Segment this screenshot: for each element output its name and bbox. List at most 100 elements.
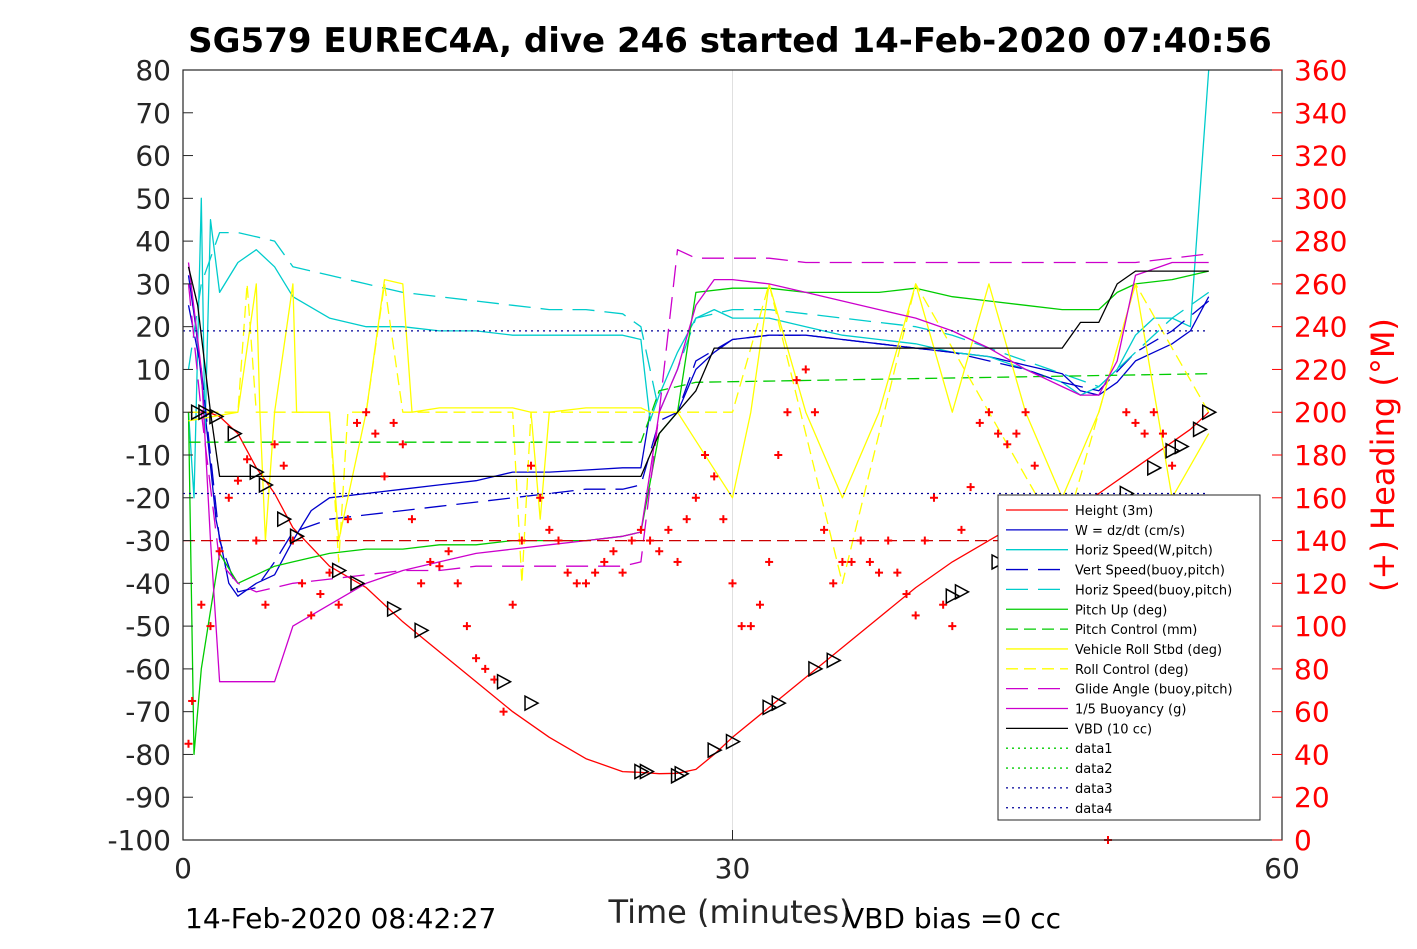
legend-item-vbd-10-cc: VBD (10 cc)	[1006, 722, 1152, 737]
heading-point	[600, 557, 609, 566]
legend-label: Horiz Speed(W,pitch)	[1075, 544, 1213, 559]
heading-point	[472, 654, 481, 663]
series-line-1-5-buoyancy-g	[187, 261, 1209, 683]
right-tick-label: 300	[1294, 182, 1347, 215]
depth-marker	[249, 463, 265, 481]
right-tick-label: 360	[1294, 54, 1347, 87]
series-line-pitch-up-deg	[187, 270, 1209, 756]
heading-point	[252, 536, 261, 545]
right-tick-label: 80	[1294, 653, 1330, 686]
legend-item-vehicle-roll-stbd-deg: Vehicle Roll Stbd (deg)	[1006, 643, 1222, 658]
left-tick-label: -90	[125, 781, 171, 814]
left-tick-label: -70	[125, 696, 171, 729]
depth-marker	[289, 528, 306, 545]
heading-point	[545, 525, 554, 534]
heading-point	[618, 568, 627, 577]
heading-point	[710, 472, 719, 481]
heading-point	[298, 579, 307, 588]
heading-point	[820, 525, 829, 534]
heading-point	[215, 547, 224, 556]
depth-marker	[386, 600, 403, 618]
heading-point	[435, 562, 444, 571]
heading-point	[1003, 440, 1012, 449]
legend-label: VBD (10 cc)	[1075, 722, 1152, 737]
heading-point	[517, 536, 526, 545]
depth-marker	[762, 699, 778, 716]
heading-point	[966, 483, 975, 492]
heading-point	[691, 493, 700, 502]
heading-point	[279, 461, 288, 470]
legend-label: data2	[1075, 762, 1113, 777]
heading-point	[380, 472, 389, 481]
depth-marker	[209, 408, 225, 425]
left-tick-label: 10	[135, 353, 171, 386]
legend-item-glide-angle-buoy-pitch: Glide Angle (buoy,pitch)	[1006, 683, 1233, 698]
series-line-vert-speed-buoy-pitch	[187, 300, 1210, 593]
depth-marker	[198, 403, 214, 421]
heading-point	[307, 611, 316, 620]
legend-item-vert-speed-buoy-pitch: Vert Speed(buoy,pitch)	[1006, 564, 1225, 579]
heading-point	[362, 408, 371, 417]
legend-label: Horiz Speed(buoy,pitch)	[1075, 583, 1232, 598]
depth-marker	[634, 763, 650, 780]
series-line-glide-angle-buoy-pitch	[187, 249, 1209, 593]
heading-point	[481, 664, 490, 673]
legend-item-data4: data4	[1006, 802, 1113, 817]
heading-point	[911, 611, 920, 620]
right-tick-label: 120	[1294, 567, 1347, 600]
depth-marker	[1192, 421, 1209, 438]
heading-point	[444, 547, 453, 556]
heading-point	[755, 600, 764, 609]
heading-point	[499, 707, 508, 716]
legend-item-data1: data1	[1006, 742, 1113, 757]
heading-point	[920, 536, 929, 545]
x-tick-label: 30	[715, 852, 751, 885]
right-tick-label: 0	[1294, 824, 1312, 857]
heading-point	[737, 622, 746, 631]
left-tick-label: 80	[135, 54, 171, 87]
legend-item-height-3m: Height (3m)	[1006, 504, 1153, 519]
depth-marker	[350, 575, 366, 592]
heading-point	[746, 622, 755, 631]
heading-point	[856, 536, 865, 545]
heading-point	[343, 515, 352, 524]
depth-marker	[414, 622, 430, 639]
left-tick-label: 30	[135, 268, 171, 301]
depth-marker	[227, 425, 243, 442]
right-tick-label: 60	[1294, 696, 1330, 729]
heading-point	[1122, 408, 1131, 417]
heading-point	[224, 493, 233, 502]
heading-point	[243, 455, 252, 464]
heading-point	[581, 579, 590, 588]
legend-label: data1	[1075, 742, 1113, 757]
heading-point	[197, 600, 206, 609]
heading-point	[948, 622, 957, 631]
heading-point	[591, 568, 600, 577]
heading-point	[508, 600, 517, 609]
heading-point	[188, 696, 197, 705]
depth-marker	[1201, 403, 1218, 421]
legend-label: data3	[1075, 782, 1113, 797]
depth-marker	[771, 694, 787, 712]
right-tick-label: 40	[1294, 738, 1330, 771]
right-axis: 3603403203002802602402202001801601401201…	[1272, 54, 1347, 857]
heading-point	[426, 557, 435, 566]
x-axis-label: Time (minutes)	[608, 893, 852, 931]
depth-marker	[639, 763, 655, 780]
x-tick-label: 60	[1264, 852, 1300, 885]
legend-item-1-5-buoyancy-g: 1/5 Buoyancy (g)	[1006, 703, 1186, 718]
heading-point	[1168, 461, 1177, 470]
heading-point	[184, 739, 193, 748]
heading-point	[1021, 408, 1030, 417]
heading-point	[636, 525, 645, 534]
left-tick-label: -60	[125, 653, 171, 686]
heading-point	[719, 515, 728, 524]
heading-point	[398, 440, 407, 449]
left-tick-label: -40	[125, 567, 171, 600]
legend-label: Roll Control (deg)	[1075, 663, 1189, 678]
heading-point	[1149, 408, 1158, 417]
heading-point	[1012, 429, 1021, 438]
left-tick-label: -50	[125, 610, 171, 643]
right-tick-label: 240	[1294, 311, 1347, 344]
